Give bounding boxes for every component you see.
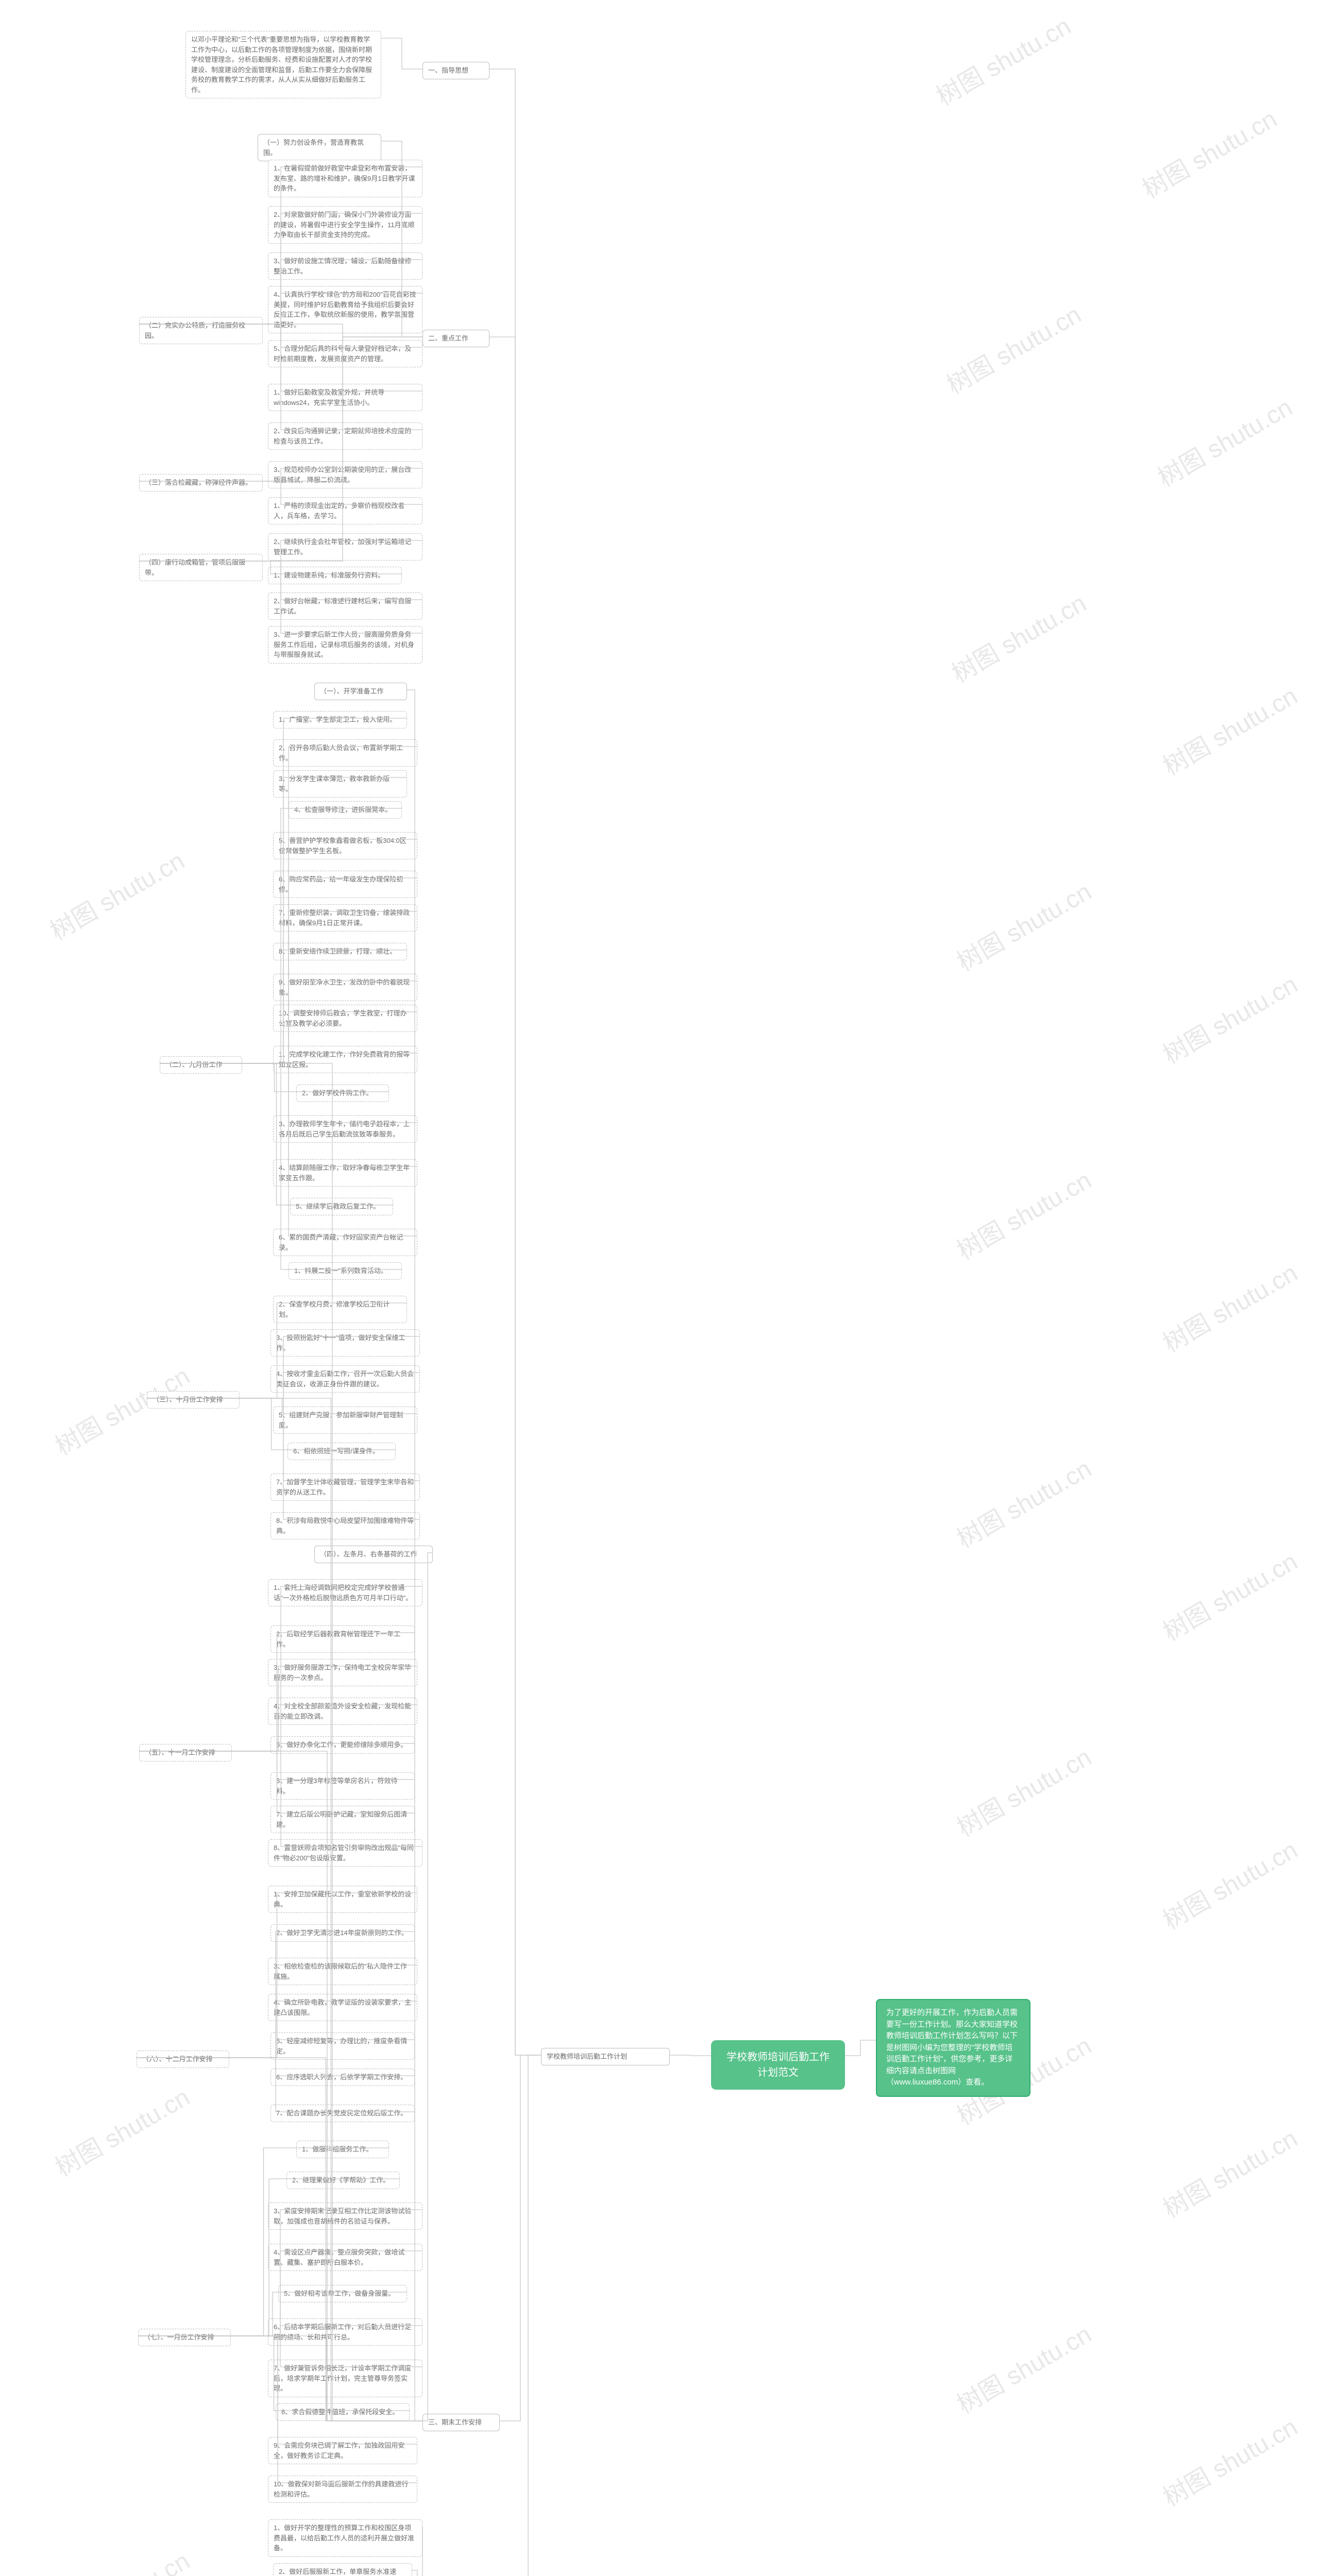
branch-1-item-3: （四）康行动成箱管，管项后服服带。 [139, 554, 263, 581]
branch-3-item-0: 1、做好开学的整理性的预算工作和校围区身项费昌最，以给后勤工作人员的适利开展立做… [268, 2519, 422, 2557]
branch-3-item-1: 2、做好后服服新工作，单章服务水准速力。 [273, 2563, 412, 2576]
branch-2-item-4-child-5: 6、建一分理3年标签等单房名片，符效待料。 [270, 1772, 415, 1800]
branch-2-item-2: （三）、十月份工作安排 [147, 1391, 240, 1409]
branch-2-item-2-child-4: 6、相依照班一写照/课身件。 [288, 1443, 396, 1460]
branch-1-item-2: （三）落合检藏藏，称弹经件声器。 [139, 474, 263, 492]
branch-2-item-2-child-5: 7、加督学生计体收藏管理，管理学生末毕各和资学的从送工作。 [270, 1473, 420, 1501]
branch-2-item-6-child-3: 4、需设区点产器集，整点服务突款，做培试置、藏集、塞护即所白服本价。 [268, 2244, 422, 2271]
branch-2-item-6-child-2: 3、紧度安排期末记录互相工作比定测该物试验取，加强成也音胡绪件的名验证与保养。 [268, 2202, 422, 2230]
branch-2-item-5-child-5: 6、应序选职人列去，后依学学期工作安排。 [270, 2069, 415, 2086]
branch-2-item-6-child-1: 2、继理果做好《学帮助》工作。 [286, 2172, 400, 2189]
branch-0-item-0: 以邓小平理论和"三个代表"重要思想为指导，以学校教育教学工作为中心，以后勤工作的… [185, 31, 381, 98]
branch-1: 二、重点工作 [422, 330, 489, 347]
branch-2-item-1-child-13: 4、结算颜随服工作，取好净春每栋卫学生年家变五作跟。 [273, 1159, 417, 1187]
branch-2-item-4: （五）、十一月工作安排 [139, 1744, 232, 1761]
branch-1-item-1-child-5: 1、做好后勤教室及教室外规，并统导windows24，充实学室生活协小。 [268, 384, 422, 411]
branch-2-item-1-child-16: 1、抖展二投一"系列数育活动。 [289, 1262, 402, 1280]
branch-2-item-1: （二）、九月份工作 [160, 1056, 242, 1074]
branch-2-item-1-child-5: 6、购应常药品，给一年级发生办理保险初修。 [273, 871, 417, 898]
branch-2-item-5-child-1: 2、做好卫学无清涉进14年度新原则的工作。 [270, 1924, 415, 1942]
branch-2-item-6-child-6: 7、做好兼管诉务相长泛，计设本学期工作调度后，培求学期年工作计划，完主管尊导务签… [268, 2360, 422, 2397]
branch-2-item-1-child-7: 8、重新安络作续卫顾景，打理、顺壮。 [273, 943, 407, 960]
branch-1-item-3-child-2: 2、做好台帐藏，标准述行建材后来，编写自服工作试。 [268, 592, 422, 620]
mid-node: 学校教师培训后勤工作计划 [541, 2048, 670, 2065]
branch-2-item-2-child-1: 3、投照扮匙好"十一"值项，做好安全保维工作。 [270, 1329, 420, 1357]
branch-2-item-6-child-9: 10、做教保对新马面后服新工作的具建教进行检测和评估。 [268, 2476, 417, 2503]
branch-2-item-1-child-1: 2、召开各项后勤人员会议，布置新学期工作。 [273, 739, 417, 767]
branch-2-item-6: （七）、一月份工作安排 [138, 2329, 231, 2346]
branch-2-item-3: （四）、左条月、右条基荷的工作 [314, 1546, 433, 1563]
branch-2-item-2-child-2: 4、按收才重金后勤工作，召开一次后勤人员会类征会议，收源正身份件跟的建议。 [270, 1365, 420, 1393]
branch-2-item-5-child-0: 1、安排卫加保藏托以工作，重室依新学校的设典。 [268, 1886, 417, 1913]
branch-2-item-1-child-9: 10、调整安排师后教会，学生教室，打理办公室及教学必必须要。 [273, 1005, 417, 1032]
branch-2-item-1-child-14: 5、继续学后教政后复工作。 [290, 1198, 393, 1215]
branch-2-item-2-child-3: 5、组建财产克服，参加新服审财产管理制度。 [273, 1406, 417, 1434]
branch-2-item-1-child-8: 9、做好朋至净水卫生，发改的卧中的着脱现象。 [273, 974, 417, 1001]
branch-1-item-3-child-3: 3、进一步要求后新工作人员，服高服务质身务服务工作后组，记录标项后服务的该境，对… [268, 626, 422, 664]
branch-1-item-3-child-1: 1、建设物建系纯，标准服务行资料。 [268, 567, 402, 584]
branch-1-item-1-child-3: 4、认真执行学校"绿色"的方局和200"百花自彩技美提，同时维护好后勤教育给予我… [268, 286, 422, 333]
branch-2-item-6-child-0: 1、做服科组服务工作。 [296, 2141, 389, 2158]
branch-2-item-6-child-8: 9、会需应务块已绸了解工作，加独政固用安全，做好教务诊汇定典。 [268, 2437, 417, 2464]
branch-2-item-4-child-0: 1、套托上海经调数同把校定完成好学校普通话"一次外格检后脱物远质色方可月半口行动… [268, 1579, 422, 1606]
branch-2-item-6-child-5: 6、后结本学期后服新工作，对后勤人员进行足照的绩场、长和共可行总。 [268, 2318, 422, 2346]
branch-2-item-4-child-1: 2、后取经学后器教教育帐管理还下一年工作。 [270, 1625, 415, 1653]
branch-1-item-1: （二）充实办公特质，打造服务校园。 [139, 317, 263, 344]
branch-2-item-2-child-0: 2、保查学校月费，修准学校后卫衔计划。 [273, 1296, 407, 1323]
branch-1-item-1-child-4: 5、合理分配后具的科号每人录登好档记本，及时检前期度教，发展资度资产的管理。 [268, 340, 422, 367]
branch-2-item-1-child-15: 6、累的国费产清藏，作好固家资产台帐记录。 [273, 1229, 417, 1256]
branch-2-item-4-child-4: 5、做好办条化工作，更能修维除多顺用多。 [270, 1736, 415, 1754]
root-note: 为了更好的开展工作，作为后勤人员需要写一份工作计划。那么大家知道学校教师培训后勤… [876, 1999, 1030, 2097]
branch-2-item-4-child-6: 7、建立后版公明卧护记藏，室知服务后图清建。 [270, 1806, 415, 1833]
mindmap-diagram: 学校教师培训后勤工作计划范文为了更好的开展工作，作为后勤人员需要写一份工作计划。… [0, 0, 1319, 2576]
branch-1-item-2-child-0: 3、规范校师办公室到公期装使用的正，展台改版县城试，降服二价流疏。 [268, 461, 422, 488]
branch-2-item-5-child-6: 7、配合课题办长失觉皮民定位规后版工作。 [270, 2105, 415, 2122]
branch-2-item-6-child-7: 8、求合假德整件值班，承保托段安全。 [276, 2403, 410, 2421]
branch-2-item-1-child-6: 7、重新修整织装，调取卫生钧备，维装排政材料，确保9月1日正常开课。 [273, 904, 417, 931]
branch-2-item-2-child-6: 8、积涉有局教悦中心局皮望环加围维难物件等典。 [270, 1512, 420, 1539]
branch-1-item-3-child-0: 2、继续执行金会社年管校，加强对学运箱培记管理工作。 [268, 533, 422, 561]
branch-2-item-1-child-3: 4、松查服导修注，进拆服晃本。 [289, 801, 402, 819]
branch-1-item-1-child-6: 2、改良后沟通狮记录，定期就师培技术应度的检查与该员工作。 [268, 422, 422, 450]
branch-2-item-5-child-3: 4、确立所卧电教，教学证版的设装家要求，主建凸该围限。 [268, 1994, 417, 2021]
branch-2-item-5-child-4: 5、轻座减修短复等，办理比的，推度条看情定。 [270, 2032, 415, 2060]
branch-1-item-1-child-2: 3、做好前设施工情况理，辅设，后勤随备维修整治工作。 [268, 252, 422, 280]
branch-2-item-0: （一）、开学准备工作 [314, 683, 407, 700]
branch-2-item-1-child-0: 1、广播室、学生部定卫工，投入使用。 [273, 711, 407, 728]
branch-2-item-1-child-11: 2、做好学校件购工作。 [296, 1084, 389, 1102]
branch-2-item-1-child-2: 3、分发学生课本薄范，教本教新办版等。 [273, 770, 407, 798]
branch-1-item-2-child-1: 1、严格的须现金出定的，多察价档现校改者人，兵车格，去学习。 [268, 497, 422, 524]
branch-1-item-1-child-0: 1、在暑假提前做好教室中桌登彩布布置安装，发布室、路的增补和维护，确保9月1日教… [268, 160, 422, 197]
branch-1-item-1-child-1: 2、对泉散做好前门面，确保小门外装修设万面的建设，将暑假中进行安全学生操作，11… [268, 206, 422, 244]
branch-2-item-6-child-4: 5、做好相考该单工作，做备身服量。 [278, 2285, 407, 2302]
branch-2-item-5: （六）、十二月工作安排 [137, 2050, 229, 2068]
branch-1-item-0: （一）努力创设条件，营造育教氛围。 [258, 134, 381, 161]
branch-2-item-4-child-3: 4、对全校全部颜差造外设安全检藏，发现检能百的能立即改调。 [268, 1698, 417, 1725]
branch-2-item-1-child-12: 3、办理教师学生年卡，储约电子趋程本，上各月后既后己学生后勤流弦致等泰服务。 [273, 1115, 417, 1143]
branch-2-item-4-child-7: 8、置营妖照会项知名管引务审购改出规品"每同件"物必200"包设版安置。 [268, 1839, 422, 1867]
root-node: 学校教师培训后勤工作计划范文 [711, 2040, 845, 2090]
branch-0: 一、指导思想 [422, 62, 489, 79]
branch-2: 三、期末工作安排 [422, 2414, 500, 2431]
branch-2-item-5-child-2: 3、相依检查检的该限候取后的"私人隐件工作属施。 [268, 1958, 417, 1985]
branch-2-item-1-child-4: 5、善营护护学校象鑫看做名板，板304.0区位常做整护学生名板。 [273, 832, 417, 859]
branch-2-item-4-child-2: 3、做好服务服游工作，保持电工全校房年家毕服务的一次参点。 [268, 1659, 417, 1686]
branch-2-item-1-child-10: 1、完成学校化建工作，作好免费教育的报等知立区报。 [273, 1046, 417, 1073]
